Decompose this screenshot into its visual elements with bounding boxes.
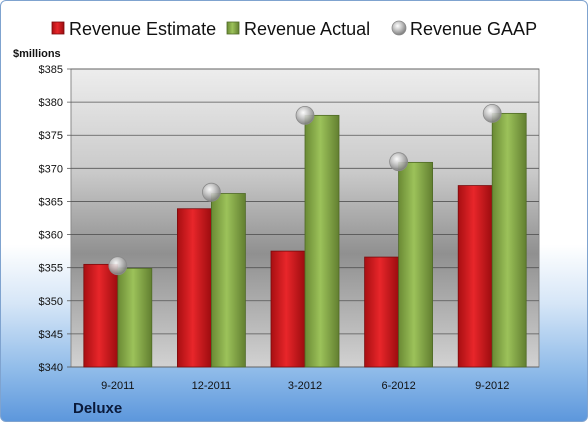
y-axis-ticks: $340 $345 $350 $355 $360 $365 $370 $375 $380 $385 xyxy=(39,64,71,374)
bar-revenue-estimate xyxy=(176,208,212,368)
y-tick-label: $365 xyxy=(39,196,63,208)
x-tick-label: 9-2011 xyxy=(101,380,134,392)
company-label: Deluxe xyxy=(73,400,122,417)
x-tick-label: 3-2012 xyxy=(288,380,322,392)
legend-swatch xyxy=(51,21,65,35)
y-tick-label: $355 xyxy=(39,263,63,275)
bar-revenue-actual xyxy=(210,193,246,368)
y-unit-label: $millions xyxy=(13,48,61,60)
x-axis-ticks: 9-2011 12-2011 3-2012 6-2012 9-2012 xyxy=(101,380,509,392)
legend-swatch xyxy=(391,20,407,36)
point-revenue-gaap xyxy=(389,152,409,172)
legend-label: Revenue Actual xyxy=(244,19,370,39)
legend-label: Revenue GAAP xyxy=(410,19,537,39)
bar-revenue-actual xyxy=(304,114,340,368)
bar-revenue-estimate xyxy=(270,250,306,368)
bar-revenue-estimate xyxy=(457,185,493,368)
point-revenue-gaap xyxy=(295,105,315,125)
point-revenue-gaap xyxy=(201,182,221,202)
y-tick-label: $370 xyxy=(39,163,63,175)
y-tick-label: $375 xyxy=(39,130,63,142)
x-tick-label: 9-2012 xyxy=(475,380,509,392)
legend: Revenue Estimate Revenue Actual Revenue GA… xyxy=(51,19,537,39)
y-tick-label: $345 xyxy=(39,329,63,341)
point-revenue-gaap xyxy=(108,256,128,276)
x-tick-label: 12-2011 xyxy=(192,380,232,392)
bar-revenue-estimate xyxy=(83,263,119,368)
bar-revenue-estimate xyxy=(364,256,400,368)
y-tick-label: $360 xyxy=(39,230,63,242)
gaap-points xyxy=(108,103,502,276)
legend-swatch xyxy=(226,21,240,35)
bar-revenue-actual xyxy=(398,161,434,368)
x-tick-label: 6-2012 xyxy=(381,380,415,392)
bar-series xyxy=(83,112,527,368)
y-tick-label: $385 xyxy=(39,64,63,76)
y-tick-label: $340 xyxy=(39,362,63,374)
bar-revenue-actual xyxy=(117,267,153,368)
y-tick-label: $350 xyxy=(39,296,63,308)
bar-revenue-actual xyxy=(491,112,527,368)
point-revenue-gaap xyxy=(482,103,502,123)
y-tick-label: $380 xyxy=(39,97,63,109)
legend-label: Revenue Estimate xyxy=(69,19,216,39)
